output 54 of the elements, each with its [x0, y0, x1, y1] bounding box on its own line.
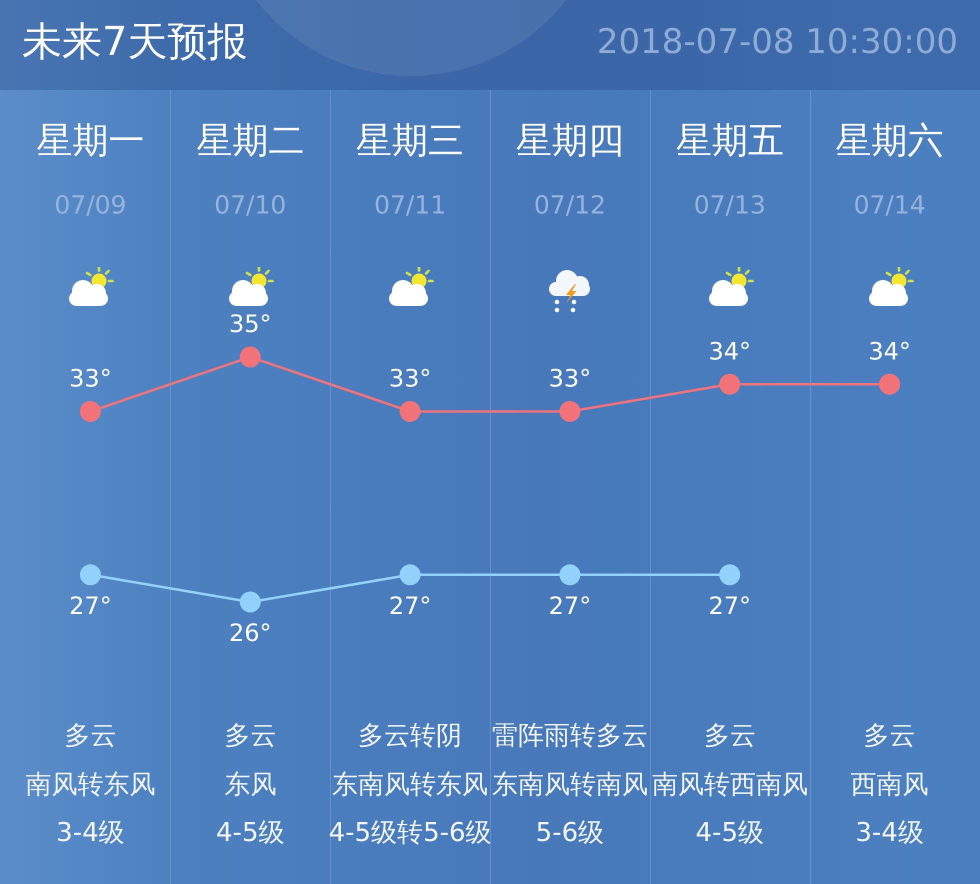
data-label: 27°: [548, 592, 592, 620]
point: [240, 346, 261, 368]
text: 多云: [864, 720, 916, 751]
data-label: 27°: [708, 592, 752, 620]
point: [559, 400, 580, 422]
point: [559, 564, 580, 586]
x-tick-label: 星期二: [196, 120, 304, 162]
text: 4-5级: [696, 818, 764, 848]
text: 5-6级: [536, 818, 604, 848]
text: 07/10: [214, 190, 286, 220]
text: 4-5级转5-6级: [328, 818, 492, 848]
text: 4-5级: [216, 818, 284, 848]
text: 07/11: [374, 190, 446, 220]
data-label: 27°: [388, 592, 432, 620]
point: [400, 400, 421, 422]
x-tick-label: 星期三: [356, 120, 464, 162]
text: 07/14: [854, 190, 926, 220]
text: 东南风转南风: [492, 770, 648, 800]
data-label: 33°: [548, 364, 592, 393]
text: 多云: [224, 720, 276, 751]
chart-subtitle: 2018-07-08 10:30:00: [596, 22, 958, 62]
text: 南风转西南风: [652, 770, 808, 800]
point: [400, 564, 421, 586]
data-label: 33°: [69, 364, 112, 393]
data-label: 27°: [69, 592, 112, 620]
text: 东风: [224, 770, 276, 800]
text: 3-4级: [56, 818, 125, 848]
text: 3-4级: [855, 818, 924, 848]
point: [240, 592, 261, 612]
text: 07/12: [534, 190, 606, 220]
point: [80, 400, 101, 422]
data-label: 33°: [388, 364, 432, 393]
x-tick-label: 星期五: [676, 120, 784, 162]
text: 西南风: [850, 770, 929, 800]
chart-title: 未来7天预报: [22, 18, 248, 66]
data-label: 34°: [708, 337, 752, 366]
point: [719, 564, 740, 586]
point: [879, 374, 900, 395]
point: [719, 374, 740, 395]
x-tick-label: 星期六: [836, 120, 944, 162]
text: 东南风转东风: [332, 770, 488, 800]
data-label: 34°: [868, 337, 911, 366]
point: [80, 564, 101, 586]
text: 多云转阴: [358, 720, 462, 751]
data-label: 35°: [228, 310, 272, 338]
x-tick-label: 星期四: [516, 120, 624, 162]
text: 07/13: [694, 190, 766, 220]
x-tick-label: 星期一: [36, 120, 144, 162]
text: 多云: [64, 720, 116, 751]
text: 07/09: [54, 190, 126, 220]
text: 南风转东风: [25, 770, 156, 800]
data-label: 26°: [228, 619, 272, 648]
text: 雷阵雨转多云: [492, 720, 648, 751]
text: 多云: [704, 720, 756, 751]
